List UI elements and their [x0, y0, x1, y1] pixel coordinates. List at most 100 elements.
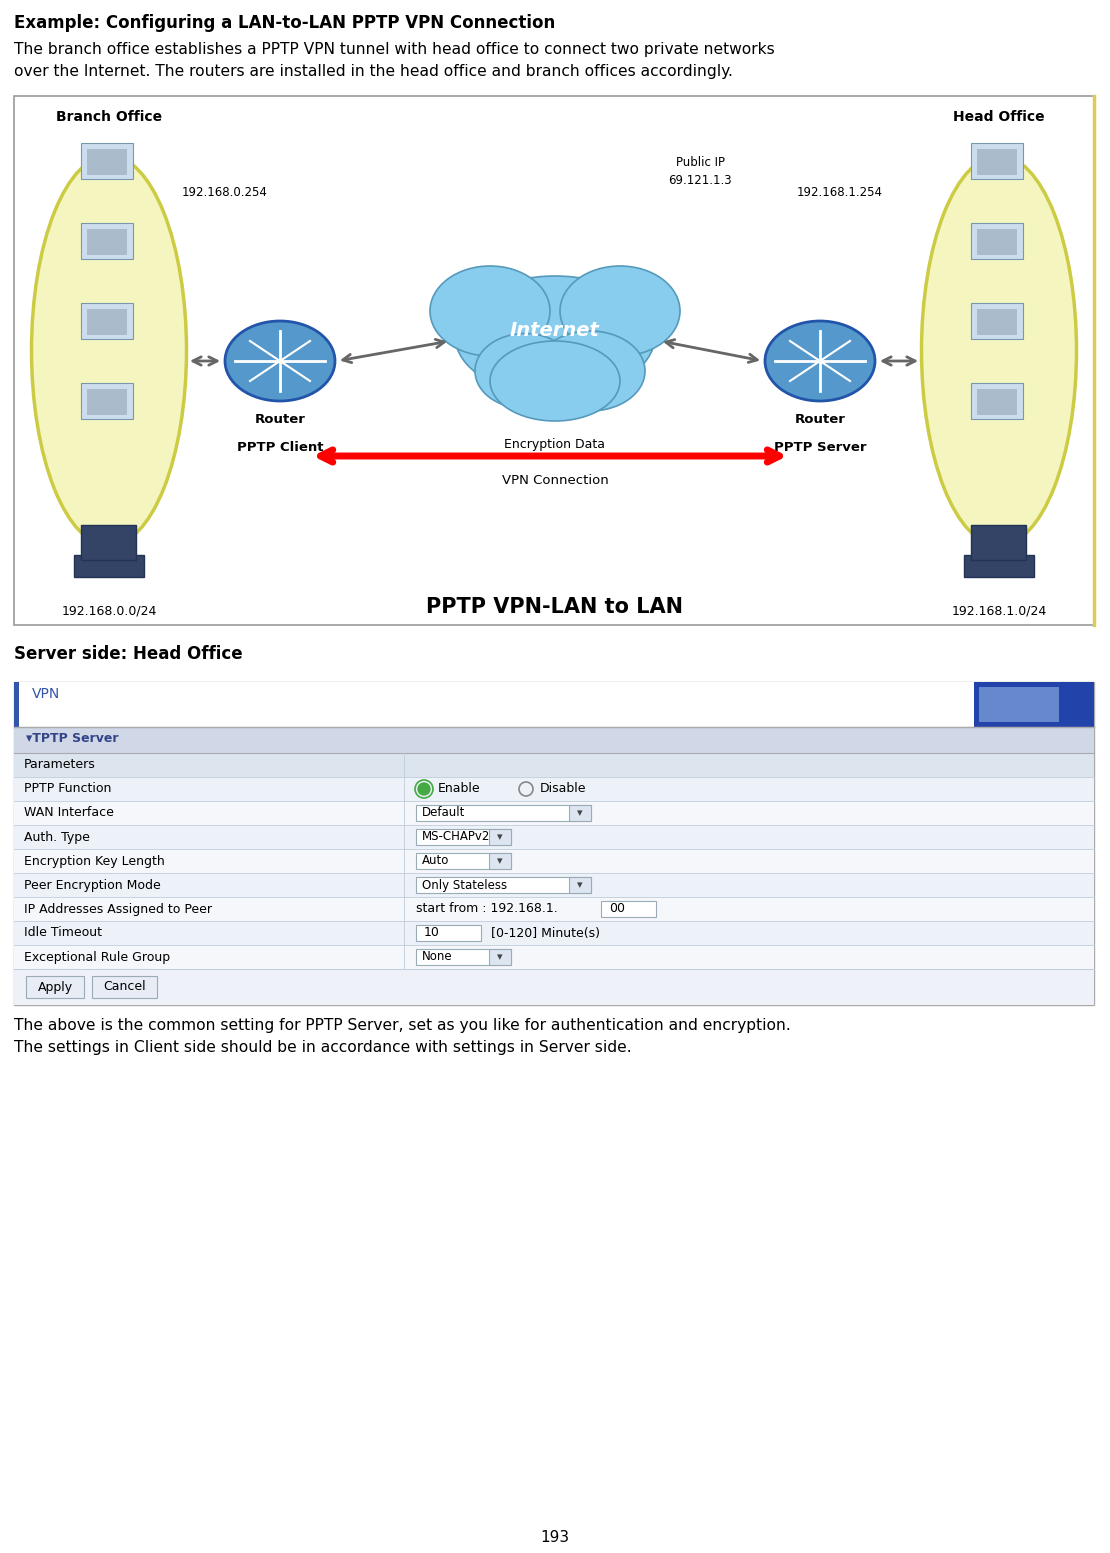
- Text: Enable: Enable: [438, 783, 481, 795]
- Bar: [971, 303, 1023, 339]
- Text: VPN: VPN: [32, 686, 60, 700]
- Text: [0-120] Minute(s): [0-120] Minute(s): [491, 927, 601, 940]
- Bar: [87, 149, 127, 175]
- Text: WAN Interface: WAN Interface: [24, 806, 114, 820]
- Text: 00: 00: [609, 902, 625, 916]
- Bar: [977, 228, 1017, 255]
- Text: Default: Default: [422, 806, 465, 820]
- Text: The settings in Client side should be in accordance with settings in Server side: The settings in Client side should be in…: [14, 1041, 632, 1054]
- Bar: [14, 825, 1094, 849]
- Bar: [14, 682, 1094, 1005]
- Text: Auth. Type: Auth. Type: [24, 831, 90, 843]
- Text: Parameters: Parameters: [24, 758, 95, 772]
- Text: Idle Timeout: Idle Timeout: [24, 927, 102, 940]
- Bar: [14, 921, 1094, 944]
- Text: PPTP Client: PPTP Client: [236, 441, 323, 453]
- Text: Encryption Data: Encryption Data: [505, 438, 605, 450]
- Text: ▾: ▾: [577, 808, 583, 818]
- Text: Cancel: Cancel: [103, 980, 145, 994]
- Text: IP Addresses Assigned to Peer: IP Addresses Assigned to Peer: [24, 902, 212, 916]
- Ellipse shape: [455, 276, 655, 396]
- Bar: [971, 224, 1023, 259]
- Bar: [977, 149, 1017, 175]
- Bar: [569, 876, 591, 893]
- Bar: [416, 949, 511, 966]
- Bar: [977, 388, 1017, 415]
- Bar: [416, 804, 591, 822]
- Bar: [81, 384, 133, 419]
- Text: The above is the common setting for PPTP Server, set as you like for authenticat: The above is the common setting for PPTP…: [14, 1019, 790, 1033]
- Text: ▾TPTP Server: ▾TPTP Server: [26, 731, 119, 745]
- Text: Router: Router: [254, 413, 305, 426]
- Bar: [81, 224, 133, 259]
- Ellipse shape: [765, 321, 875, 401]
- Bar: [14, 898, 1094, 921]
- Text: over the Internet. The routers are installed in the head office and branch offic: over the Internet. The routers are insta…: [14, 64, 733, 79]
- Text: The branch office establishes a PPTP VPN tunnel with head office to connect two : The branch office establishes a PPTP VPN…: [14, 42, 775, 57]
- Bar: [601, 901, 656, 918]
- Bar: [971, 384, 1023, 419]
- Bar: [416, 876, 591, 893]
- Ellipse shape: [535, 331, 645, 412]
- Bar: [81, 303, 133, 339]
- Bar: [14, 96, 1094, 624]
- Text: 69.121.1.3: 69.121.1.3: [668, 174, 731, 186]
- Bar: [14, 682, 19, 727]
- Bar: [87, 228, 127, 255]
- Text: Example: Configuring a LAN-to-LAN PPTP VPN Connection: Example: Configuring a LAN-to-LAN PPTP V…: [14, 14, 555, 33]
- Circle shape: [418, 783, 430, 795]
- Bar: [14, 969, 1094, 1005]
- Text: Server side: Head Office: Server side: Head Office: [14, 644, 243, 663]
- Text: MS-CHAPv2: MS-CHAPv2: [422, 831, 491, 843]
- Bar: [14, 753, 1094, 776]
- Text: Public IP: Public IP: [676, 155, 725, 169]
- Bar: [74, 554, 144, 578]
- Bar: [979, 686, 1059, 722]
- Ellipse shape: [225, 321, 335, 401]
- Bar: [14, 944, 1094, 969]
- Ellipse shape: [430, 266, 549, 356]
- Bar: [977, 309, 1017, 335]
- Text: Router: Router: [795, 413, 846, 426]
- Text: PPTP Function: PPTP Function: [24, 783, 111, 795]
- Text: Auto: Auto: [422, 854, 450, 868]
- Text: 193: 193: [541, 1530, 569, 1545]
- Ellipse shape: [561, 266, 680, 356]
- Text: ▾: ▾: [497, 952, 503, 961]
- Bar: [14, 801, 1094, 825]
- Text: PPTP Server: PPTP Server: [774, 441, 866, 453]
- Ellipse shape: [490, 342, 620, 421]
- Bar: [81, 143, 133, 179]
- Text: Only Stateless: Only Stateless: [422, 879, 507, 891]
- Text: ▾: ▾: [577, 881, 583, 890]
- Bar: [416, 924, 481, 941]
- Text: Branch Office: Branch Office: [56, 110, 162, 124]
- Text: PPTP VPN-LAN to LAN: PPTP VPN-LAN to LAN: [426, 596, 684, 617]
- Text: Internet: Internet: [511, 321, 599, 340]
- Bar: [14, 776, 1094, 801]
- Text: None: None: [422, 950, 453, 963]
- Text: 192.168.1.254: 192.168.1.254: [797, 186, 882, 199]
- Bar: [973, 682, 1094, 727]
- Text: ▾: ▾: [497, 832, 503, 842]
- Text: Apply: Apply: [38, 980, 72, 994]
- Bar: [81, 525, 137, 561]
- Bar: [490, 829, 511, 845]
- Bar: [26, 975, 84, 999]
- Text: 192.168.0.254: 192.168.0.254: [182, 186, 268, 199]
- Text: Encryption Key Length: Encryption Key Length: [24, 854, 164, 868]
- Text: Head Office: Head Office: [953, 110, 1045, 124]
- Text: VPN Connection: VPN Connection: [502, 474, 608, 488]
- Bar: [971, 143, 1023, 179]
- Bar: [87, 388, 127, 415]
- Text: 192.168.1.0/24: 192.168.1.0/24: [951, 604, 1047, 617]
- Text: ▾: ▾: [497, 856, 503, 867]
- Bar: [416, 829, 511, 845]
- Bar: [14, 849, 1094, 873]
- Bar: [569, 804, 591, 822]
- Text: Exceptional Rule Group: Exceptional Rule Group: [24, 950, 170, 963]
- Text: Disable: Disable: [539, 783, 586, 795]
- Ellipse shape: [31, 155, 186, 545]
- Text: 192.168.0.0/24: 192.168.0.0/24: [61, 604, 157, 617]
- Bar: [971, 525, 1026, 561]
